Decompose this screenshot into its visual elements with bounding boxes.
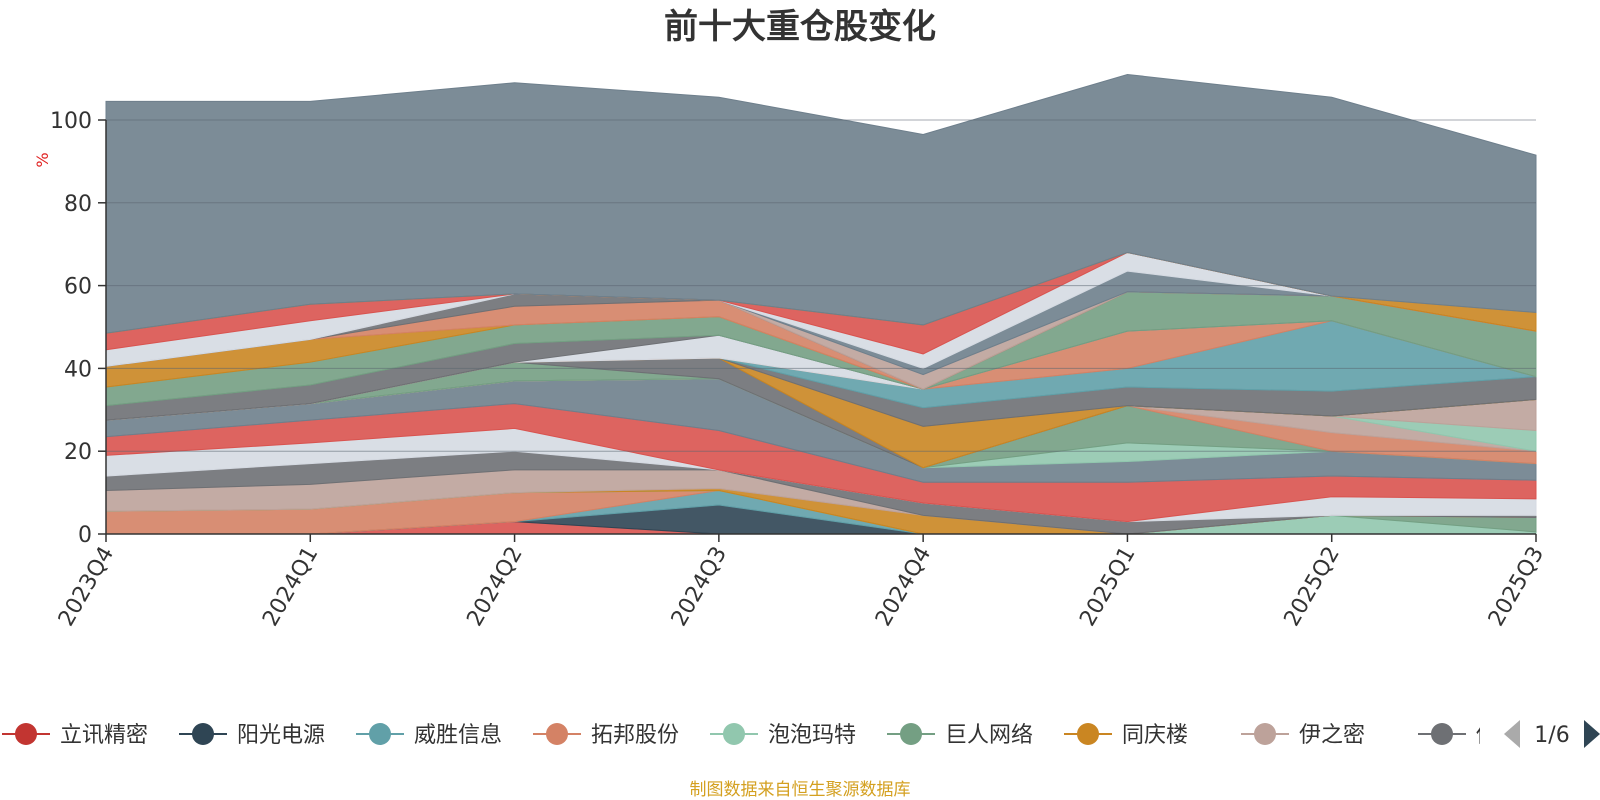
legend-label: 威胜信息 — [414, 723, 502, 748]
y-tick-label: 80 — [64, 192, 92, 217]
legend-label: 阳光电源 — [237, 723, 325, 748]
legend-label: 伊之密 — [1299, 723, 1365, 748]
chart-title: 前十大重仓股变化 — [664, 7, 936, 47]
legend-prev-arrow-icon[interactable] — [1504, 720, 1520, 748]
legend-label: 立讯精密 — [60, 723, 148, 748]
legend-circle-marker — [192, 723, 214, 745]
legend-circle-marker — [369, 723, 391, 745]
x-tick-label: 2023Q4 — [54, 543, 119, 631]
legend-items: 立讯精密 阳光电源 威胜信息 拓邦股份 泡泡玛特 巨人网络 同庆楼 伊之密 传音控股 — [2, 723, 1564, 748]
legend-item[interactable]: 同庆楼 — [1064, 723, 1188, 748]
x-tick-label: 2025Q3 — [1484, 543, 1549, 631]
legend-label: 传音控股 — [1476, 723, 1564, 748]
y-axis-unit-label: % — [33, 152, 52, 167]
legend-pager: 1/6 — [1504, 720, 1600, 748]
y-tick-label: 60 — [64, 275, 92, 300]
legend-item[interactable]: 伊之密 — [1241, 723, 1365, 748]
legend-circle-marker — [900, 723, 922, 745]
legend-item[interactable]: 巨人网络 — [887, 723, 1033, 748]
area-series-36 — [105, 73, 1537, 334]
legend-circle-marker — [1254, 723, 1276, 745]
data-source-note: 制图数据来自恒生聚源数据库 — [690, 780, 911, 800]
legend-circle-marker — [546, 723, 568, 745]
x-tick-label: 2025Q2 — [1280, 543, 1345, 631]
legend-circle-marker — [1077, 723, 1099, 745]
legend: 立讯精密 阳光电源 威胜信息 拓邦股份 泡泡玛特 巨人网络 同庆楼 伊之密 传音控股 — [2, 723, 1564, 748]
x-tick-label: 2024Q3 — [667, 543, 732, 631]
y-tick-label: 20 — [64, 440, 92, 465]
y-tick-label: 100 — [50, 109, 92, 134]
x-tick-label: 2025Q1 — [1075, 543, 1140, 631]
legend-circle-marker — [1431, 723, 1453, 745]
legend-page-indicator: 1/6 — [1534, 723, 1569, 748]
y-tick-label: 40 — [64, 357, 92, 382]
plot-area: 0 20 40 60 80 100 2023Q4 2024Q1 2024Q2 2024Q3 2024… — [50, 73, 1549, 631]
legend-next-arrow-icon[interactable] — [1584, 720, 1600, 748]
legend-item[interactable]: 阳光电源 — [179, 723, 325, 748]
y-tick-label: 0 — [78, 523, 92, 548]
x-tick-label: 2024Q1 — [258, 543, 323, 631]
legend-circle-marker — [723, 723, 745, 745]
legend-circle-marker — [15, 723, 37, 745]
legend-item[interactable]: 威胜信息 — [356, 723, 502, 748]
legend-item[interactable]: 拓邦股份 — [533, 723, 679, 748]
x-tick-label: 2024Q2 — [462, 543, 527, 631]
legend-item[interactable]: 传音控股 — [1418, 723, 1564, 748]
legend-item[interactable]: 泡泡玛特 — [710, 723, 856, 748]
legend-label: 巨人网络 — [945, 723, 1033, 748]
legend-label: 同庆楼 — [1122, 723, 1188, 748]
legend-label: 泡泡玛特 — [768, 723, 856, 748]
legend-label: 拓邦股份 — [591, 723, 679, 748]
x-tick-label: 2024Q4 — [871, 543, 936, 631]
legend-item[interactable]: 立讯精密 — [2, 723, 148, 748]
